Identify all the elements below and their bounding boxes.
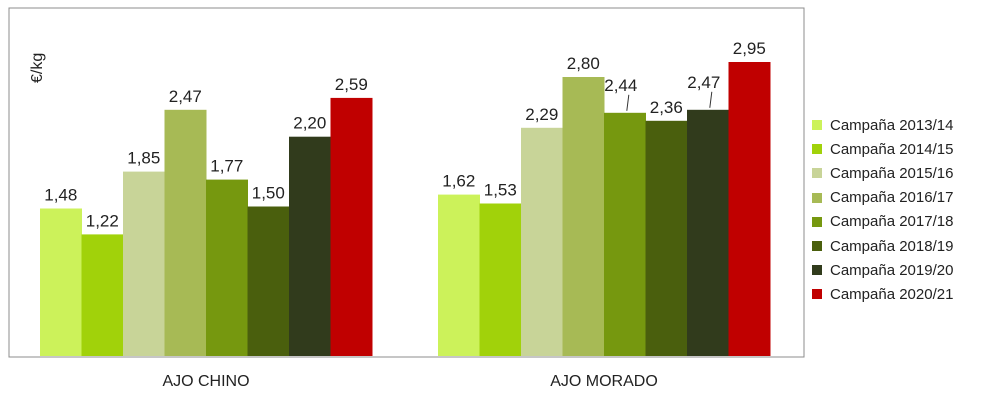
bar-ajo-chino-4 bbox=[164, 109, 207, 356]
data-label: 2,80 bbox=[567, 54, 600, 73]
legend-label: Campaña 2016/17 bbox=[830, 189, 954, 207]
legend-item: Campaña 2018/19 bbox=[812, 234, 992, 258]
data-label: 1,53 bbox=[484, 181, 517, 200]
legend-item: Campaña 2014/15 bbox=[812, 137, 992, 161]
plot-area-border bbox=[8, 7, 805, 358]
bar-ajo-chino-2 bbox=[81, 234, 124, 356]
legend-item: Campaña 2020/21 bbox=[812, 282, 992, 306]
data-label-leader-line bbox=[626, 94, 630, 111]
legend-label: Campaña 2013/14 bbox=[830, 116, 954, 134]
legend-item: Campaña 2015/16 bbox=[812, 161, 992, 185]
legend-swatch bbox=[812, 241, 822, 252]
data-label: 1,62 bbox=[442, 172, 475, 191]
legend-item: Campaña 2016/17 bbox=[812, 186, 992, 210]
legend-label: Campaña 2017/18 bbox=[830, 213, 954, 231]
legend-item: Campaña 2019/20 bbox=[812, 258, 992, 282]
bar-ajo-morado-6 bbox=[645, 120, 688, 356]
bar-ajo-chino-6 bbox=[247, 206, 290, 356]
bar-ajo-morado-3 bbox=[521, 127, 563, 356]
legend-item: Campaña 2013/14 bbox=[812, 113, 992, 137]
legend-label: Campaña 2014/15 bbox=[830, 140, 954, 158]
legend-label: Campaña 2019/20 bbox=[830, 261, 954, 279]
data-label: 2,47 bbox=[169, 87, 202, 106]
bar-ajo-chino-1 bbox=[40, 208, 82, 356]
legend-swatch bbox=[812, 265, 822, 276]
data-label: 2,47 bbox=[687, 73, 720, 92]
data-label: 1,48 bbox=[44, 186, 77, 205]
bar-ajo-chino-8 bbox=[330, 97, 373, 357]
bar-ajo-chino-3 bbox=[123, 171, 165, 356]
bar-ajo-morado-4 bbox=[562, 77, 605, 356]
data-label: 1,22 bbox=[86, 211, 119, 230]
bar-ajo-morado-1 bbox=[438, 194, 480, 356]
category-label: AJO MORADO bbox=[550, 373, 658, 390]
data-label: 2,44 bbox=[604, 76, 637, 95]
data-label: 2,95 bbox=[733, 39, 766, 58]
legend-swatch bbox=[812, 120, 822, 131]
bar-ajo-morado-7 bbox=[687, 109, 729, 356]
bar-ajo-chino-5 bbox=[206, 179, 248, 356]
data-label-leader-line bbox=[709, 91, 713, 108]
data-label: 2,36 bbox=[650, 98, 683, 117]
data-label: 2,20 bbox=[293, 114, 326, 133]
legend-swatch bbox=[812, 168, 822, 179]
data-label: 2,59 bbox=[335, 75, 368, 94]
bar-ajo-chino-7 bbox=[289, 136, 331, 356]
category-labels-group: AJO CHINO AJO MORADO bbox=[162, 373, 657, 390]
legend: Campaña 2013/14 Campaña 2014/15 Campaña 20… bbox=[812, 113, 992, 307]
data-label: 1,50 bbox=[252, 184, 285, 203]
bar-ajo-morado-2 bbox=[479, 203, 522, 356]
data-label: 1,77 bbox=[210, 157, 243, 176]
bars-group bbox=[40, 62, 771, 357]
bar-ajo-morado-8 bbox=[728, 62, 771, 356]
legend-swatch bbox=[812, 289, 822, 300]
legend-item: Campaña 2017/18 bbox=[812, 210, 992, 234]
legend-swatch bbox=[812, 144, 822, 155]
legend-label: Campaña 2020/21 bbox=[830, 285, 954, 303]
data-label: 1,85 bbox=[127, 149, 160, 168]
legend-label: Campaña 2018/19 bbox=[830, 237, 954, 255]
legend-swatch bbox=[812, 216, 822, 227]
data-labels-group: 1,48 1,62 1,22 1,53 1,85 2,29 2,47 2,80 1,77 2,44… bbox=[44, 39, 766, 230]
bar-ajo-morado-5 bbox=[604, 112, 646, 356]
legend-swatch bbox=[812, 192, 822, 203]
y-axis-label: €/kg bbox=[29, 53, 46, 83]
legend-label: Campaña 2015/16 bbox=[830, 164, 954, 182]
data-label: 2,29 bbox=[525, 105, 558, 124]
category-label: AJO CHINO bbox=[162, 373, 249, 390]
